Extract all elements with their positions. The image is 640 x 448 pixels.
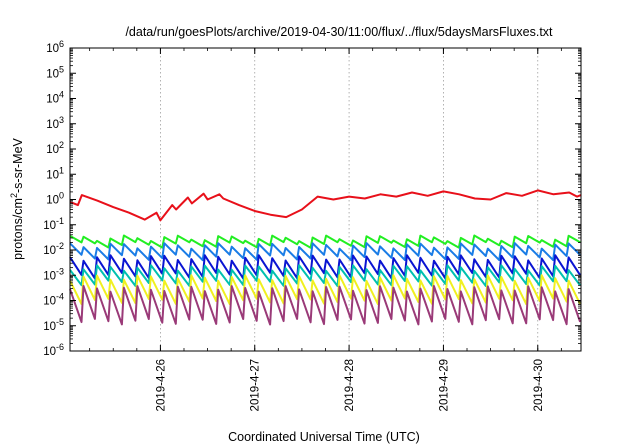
y-tick-label: 106 — [46, 39, 64, 55]
y-tick-label: 102 — [46, 140, 64, 156]
y-tick-label: 100 — [46, 191, 64, 207]
y-axis-label-suffix: -s-sr-MeV — [11, 137, 25, 193]
y-tick-label: 10-1 — [43, 216, 64, 232]
series-line — [69, 254, 581, 280]
y-tick-label: 103 — [46, 115, 64, 131]
y-tick-label: 10-6 — [43, 342, 64, 358]
y-tick-label: 105 — [46, 64, 64, 80]
chart-title: /data/run/goesPlots/archive/2019-04-30/1… — [125, 25, 553, 39]
series-line — [69, 189, 582, 222]
y-axis-label-prefix: protons/cm — [11, 198, 25, 260]
series-line — [69, 285, 582, 326]
y-tick-label: 10-2 — [43, 241, 64, 257]
series-line — [69, 264, 581, 287]
grid-lines — [160, 48, 539, 351]
y-tick-label: 10-3 — [43, 266, 64, 282]
x-axis-ticks: 2019-4-26 2019-4-27 2019-4-28 2019-4-29 2019… — [89, 48, 562, 411]
y-tick-label: 101 — [46, 165, 64, 181]
x-tick-label: 2019-4-29 — [438, 359, 450, 411]
x-tick-label: 2019-4-27 — [250, 359, 262, 411]
series-line — [69, 234, 581, 249]
series-line — [69, 242, 581, 262]
y-tick-label: 10-5 — [43, 317, 64, 333]
x-tick-label: 2019-4-30 — [533, 359, 545, 411]
y-axis-label-superscript: 2 — [9, 193, 19, 198]
y-tick-label: 10-4 — [43, 292, 64, 308]
x-axis-label: Coordinated Universal Time (UTC) — [228, 430, 420, 444]
x-tick-label: 2019-4-26 — [155, 359, 167, 411]
y-tick-label: 104 — [46, 90, 64, 106]
y-axis-ticks: 10-6 10-5 10-4 10-3 10-2 10-1 100 101 102 103 104 1… — [43, 39, 581, 358]
x-tick-label: 2019-4-28 — [344, 359, 356, 411]
y-axis-label: protons/cm2-s-sr-MeV — [9, 137, 25, 259]
series-group — [69, 189, 582, 326]
